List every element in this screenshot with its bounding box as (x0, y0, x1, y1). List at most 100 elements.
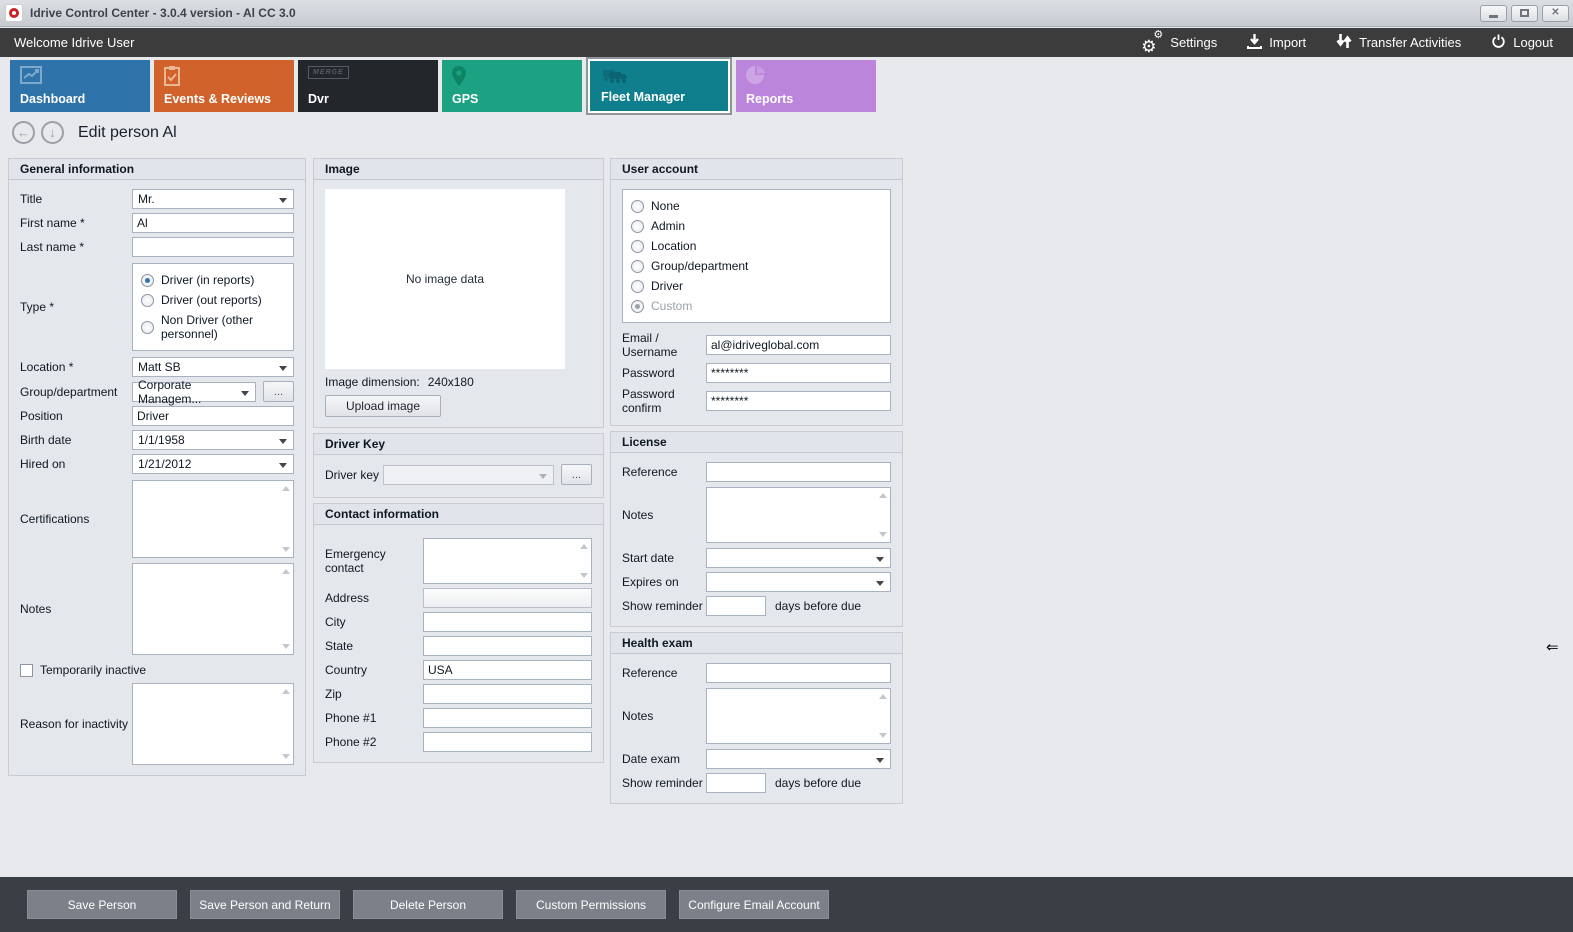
radio-icon (631, 219, 644, 233)
reason-for-inactivity-field[interactable] (132, 683, 294, 765)
group-department-label: Group/department (20, 384, 118, 399)
tab-events-reviews[interactable]: Events & Reviews (154, 60, 294, 112)
type-option-driver-out-reports[interactable]: Driver (out reports) (141, 290, 285, 310)
role-option-group-department[interactable]: Group/department (631, 256, 882, 276)
last-name-field[interactable] (132, 237, 294, 257)
general-information-panel: General information Title Mr. First name… (8, 158, 306, 776)
expires-on-picker[interactable] (706, 572, 891, 592)
custom-permissions-button[interactable]: Custom Permissions (516, 890, 666, 919)
email-username-field[interactable] (706, 335, 891, 355)
email-username-label: Email / Username (622, 331, 678, 359)
driver-key-select[interactable] (383, 464, 554, 485)
role-option-label: Custom (651, 299, 693, 313)
location-select[interactable]: Matt SB (132, 357, 294, 377)
chevron-down-icon (279, 439, 287, 444)
save-person-and-return-button[interactable]: Save Person and Return (190, 890, 340, 919)
first-name-label: First name * (20, 216, 85, 230)
upload-image-button[interactable]: Upload image (325, 395, 441, 417)
scroll-down-icon (879, 532, 887, 537)
license-panel: License Reference Notes Start date (610, 431, 903, 627)
settings-button[interactable]: ⚙ ⚙ Settings (1141, 29, 1218, 55)
emergency-contact-field[interactable] (423, 538, 592, 584)
address-field[interactable] (423, 588, 592, 608)
zip-field[interactable] (423, 684, 592, 704)
first-name-field[interactable] (132, 213, 294, 233)
health-notes-field[interactable] (706, 688, 891, 744)
maximize-icon (1520, 9, 1529, 17)
type-label: Type * (20, 300, 55, 314)
settings-label: Settings (1170, 35, 1218, 50)
tab-reports[interactable]: Reports (736, 60, 876, 112)
license-reference-field[interactable] (706, 462, 891, 482)
city-label: City (325, 615, 346, 629)
window-titlebar: Idrive Control Center - 3.0.4 version - … (0, 0, 1573, 27)
account-role-radio-group: None Admin Location Group/department Dri… (622, 189, 891, 323)
role-option-none[interactable]: None (631, 196, 882, 216)
type-option-label: Non Driver (other personnel) (161, 313, 254, 341)
password-field[interactable] (706, 363, 891, 383)
delete-person-button[interactable]: Delete Person (353, 890, 503, 919)
health-reference-field[interactable] (706, 663, 891, 683)
tab-label: Events & Reviews (164, 92, 271, 106)
type-option-driver-in-reports[interactable]: Driver (in reports) (141, 270, 285, 290)
page-title: Edit person Al (78, 123, 177, 141)
title-select[interactable]: Mr. (132, 189, 294, 209)
role-option-location[interactable]: Location (631, 236, 882, 256)
type-option-non-driver[interactable]: Non Driver (other personnel) (141, 310, 285, 344)
back-button[interactable]: ← (12, 121, 35, 144)
radio-selected-icon (141, 273, 154, 287)
minimize-button[interactable] (1480, 4, 1507, 22)
date-exam-label: Date exam (622, 752, 681, 766)
password-confirm-field[interactable] (706, 391, 891, 411)
hired-on-picker[interactable]: 1/21/2012 (132, 454, 294, 474)
app-logo-icon (5, 4, 23, 22)
phone1-field[interactable] (423, 708, 592, 728)
maximize-button[interactable] (1511, 4, 1538, 22)
country-field[interactable] (423, 660, 592, 680)
notes-field[interactable] (132, 563, 294, 655)
tab-gps[interactable]: GPS (442, 60, 582, 112)
position-field[interactable] (132, 406, 294, 426)
radio-icon (631, 279, 644, 293)
start-date-picker[interactable] (706, 548, 891, 568)
certifications-field[interactable] (132, 480, 294, 558)
role-option-driver[interactable]: Driver (631, 276, 882, 296)
image-dimension-value: 240x180 (427, 375, 474, 389)
phone2-field[interactable] (423, 732, 592, 752)
chevron-down-icon (279, 463, 287, 468)
save-person-button[interactable]: Save Person (27, 890, 177, 919)
transfer-arrows-icon (1336, 33, 1352, 52)
date-exam-picker[interactable] (706, 749, 891, 769)
state-label: State (325, 639, 354, 653)
tab-label: Fleet Manager (601, 90, 686, 104)
driver-key-label: Driver key (325, 467, 380, 482)
hired-on-value: 1/21/2012 (138, 457, 192, 471)
license-notes-field[interactable] (706, 487, 891, 543)
city-field[interactable] (423, 612, 592, 632)
password-label: Password (622, 366, 675, 380)
group-department-select[interactable]: Corporate Managem... (132, 378, 256, 406)
transfer-activities-button[interactable]: Transfer Activities (1336, 33, 1461, 52)
scroll-down-button[interactable]: ↓ (41, 121, 64, 144)
tab-label: Dvr (308, 92, 329, 106)
tab-dashboard[interactable]: Dashboard (10, 60, 150, 112)
import-button[interactable]: Import (1247, 33, 1306, 52)
configure-email-account-button[interactable]: Configure Email Account (679, 890, 829, 919)
health-reminder-days-field[interactable] (706, 773, 766, 793)
state-field[interactable] (423, 636, 592, 656)
tab-dvr[interactable]: MERGE Dvr (298, 60, 438, 112)
panel-title: Contact information (314, 504, 603, 525)
license-reminder-days-field[interactable] (706, 596, 766, 616)
transfer-activities-label: Transfer Activities (1359, 35, 1462, 50)
merge-logo-icon: MERGE (308, 66, 349, 79)
radio-icon (631, 199, 644, 213)
role-option-admin[interactable]: Admin (631, 216, 882, 236)
birth-date-picker[interactable]: 1/1/1958 (132, 430, 294, 450)
driver-key-more-button[interactable]: ... (561, 464, 592, 485)
welcome-text: Welcome Idrive User (14, 35, 135, 50)
tab-fleet-manager[interactable]: Fleet Manager (586, 57, 732, 115)
temporarily-inactive-row[interactable]: Temporarily inactive (20, 663, 294, 677)
close-button[interactable]: ✕ (1542, 4, 1569, 22)
logout-button[interactable]: Logout (1491, 34, 1553, 52)
group-department-more-button[interactable]: ... (263, 381, 294, 402)
